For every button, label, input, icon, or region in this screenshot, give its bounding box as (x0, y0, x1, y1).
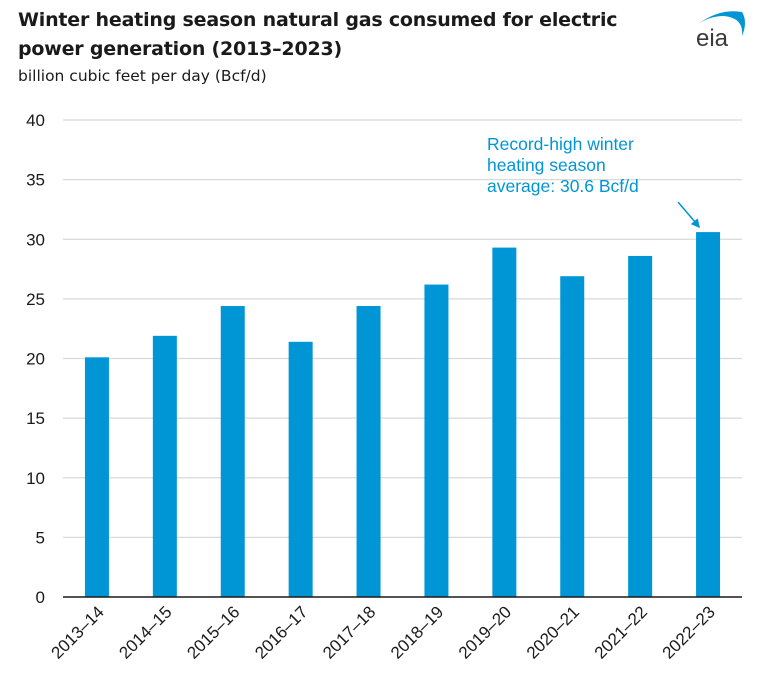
bar (424, 284, 449, 597)
record-high-annotation: Record-high winter heating season averag… (487, 134, 707, 197)
x-tick-label: 2021–22 (591, 602, 651, 662)
x-tick-label: 2019–20 (455, 602, 515, 662)
y-tick-label: 25 (26, 290, 45, 309)
bar (492, 247, 517, 597)
x-tick-label: 2018–19 (387, 602, 447, 662)
bars (84, 232, 721, 597)
annotation-arrow-head (690, 218, 701, 229)
chart-title: Winter heating season natural gas consum… (18, 9, 618, 60)
eia-logo-text: eia (696, 25, 729, 50)
y-tick-label: 15 (26, 409, 45, 428)
x-tick-label: 2016–17 (251, 602, 311, 662)
bar (356, 306, 381, 597)
bar (220, 306, 245, 597)
y-tick-label: 40 (26, 111, 45, 130)
x-tick-label: 2017–18 (319, 602, 379, 662)
eia-logo-arc-icon (698, 11, 745, 36)
annotation-arrow-line (677, 201, 697, 224)
x-tick-label: 2020–21 (523, 602, 583, 662)
annotation-line-1: Record-high winter (487, 134, 634, 154)
y-tick-label: 5 (36, 528, 45, 547)
chart-subtitle: billion cubic feet per day (Bcf/d) (18, 67, 267, 85)
bar (84, 357, 109, 597)
y-tick-label: 0 (36, 588, 45, 607)
x-axis-tick-labels: 2013–14 2014–15 2015–16 2016–17 2017–18 2018–… (48, 602, 719, 662)
x-tick-label: 2015–16 (183, 602, 243, 662)
y-tick-label: 35 (26, 171, 45, 190)
bar (628, 255, 653, 597)
x-tick-label: 2014–15 (115, 602, 175, 662)
y-axis-tick-labels: 0 5 10 15 20 25 30 35 40 (26, 111, 45, 607)
bar (696, 232, 721, 597)
bar (152, 335, 177, 597)
y-tick-label: 30 (26, 230, 45, 249)
y-tick-label: 10 (26, 469, 45, 488)
annotation-line-3: average: 30.6 Bcf/d (487, 176, 639, 196)
x-tick-label: 2022–23 (659, 602, 719, 662)
eia-logo: eia (696, 11, 745, 50)
bar (288, 341, 313, 597)
x-tick-label: 2013–14 (48, 602, 108, 662)
y-tick-label: 20 (26, 350, 45, 369)
bar (560, 276, 585, 597)
annotation-line-2: heating season (487, 155, 606, 175)
annotation-arrow (677, 201, 701, 229)
